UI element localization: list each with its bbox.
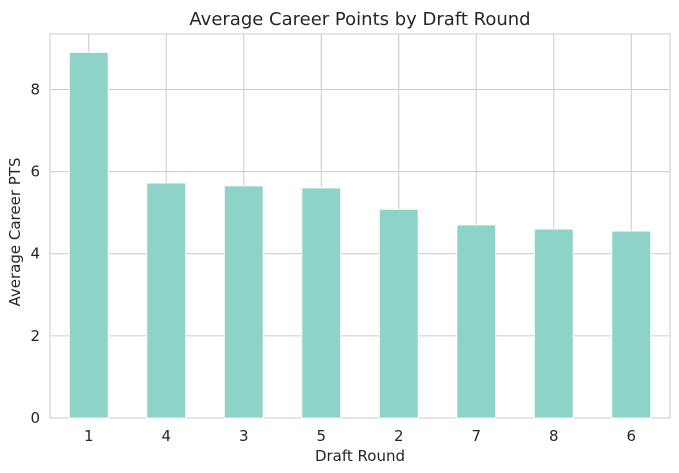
x-tick-label: 6 — [626, 427, 636, 445]
bar-8 — [533, 228, 574, 419]
y-tick-label: 2 — [30, 327, 40, 345]
plot-area: 0 2 4 6 8 1 4 3 5 2 7 8 6 — [30, 33, 671, 445]
x-tick-label: 8 — [549, 427, 559, 445]
x-tick-label: 5 — [316, 427, 326, 445]
plot-frame — [49, 33, 671, 419]
bar-5 — [301, 187, 342, 419]
chart-title: Average Career Points by Draft Round — [189, 9, 530, 30]
x-tick-label: 4 — [161, 427, 171, 445]
x-tick-label: 3 — [239, 427, 249, 445]
bar-4 — [146, 182, 187, 419]
y-tick-label: 6 — [30, 163, 40, 181]
x-tick-label: 1 — [84, 427, 94, 445]
x-axis-label: Draft Round — [315, 447, 405, 465]
bar-3 — [223, 185, 264, 419]
bar-6 — [611, 230, 652, 419]
y-tick-label: 8 — [30, 80, 40, 98]
bar-2 — [378, 208, 419, 419]
y-tick-label: 0 — [30, 409, 40, 427]
bar-7 — [456, 224, 497, 419]
bar-1 — [68, 52, 109, 419]
x-tick-label: 7 — [471, 427, 481, 445]
y-tick-label: 4 — [30, 245, 40, 263]
y-axis-label: Average Career PTS — [6, 158, 24, 307]
x-tick-label: 2 — [394, 427, 404, 445]
